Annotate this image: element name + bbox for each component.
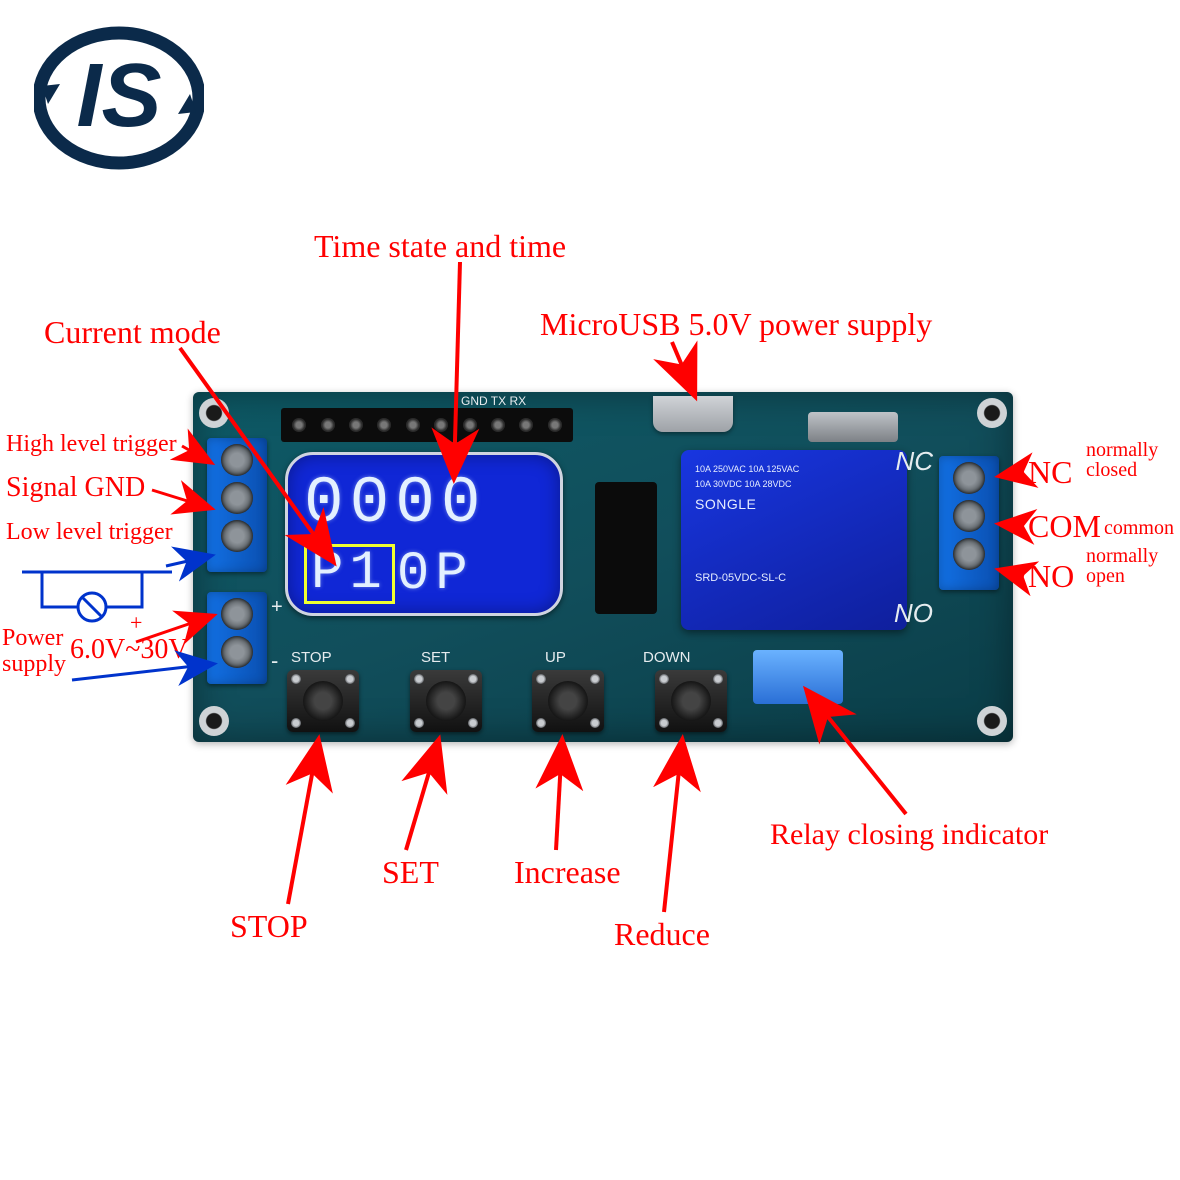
annot-voltage: 6.0V~30V: [70, 636, 189, 664]
mount-hole: [977, 706, 1007, 736]
mount-hole: [199, 706, 229, 736]
annot-high-trigger: High level trigger: [6, 432, 177, 456]
silk-stop: STOP: [291, 649, 332, 666]
annot-signal-gnd: Signal GND: [6, 474, 145, 502]
silk-no: NO: [894, 598, 933, 629]
stop-button[interactable]: [287, 670, 359, 732]
terminal-power: [207, 592, 267, 684]
relay-led-indicator: [753, 650, 843, 704]
silk-set: SET: [421, 649, 450, 666]
relay-brand: SONGLE: [695, 496, 899, 512]
silk-down: DOWN: [643, 649, 691, 666]
up-button[interactable]: [532, 670, 604, 732]
lcd-time-value: 0000: [304, 466, 486, 541]
silk-plus: +: [271, 596, 283, 619]
mount-hole: [199, 398, 229, 428]
silk-up: UP: [545, 649, 566, 666]
pcb-board: GND TX RX 0000 P1 0P 10A 250VAC 10A 125V…: [193, 392, 1013, 742]
mount-hole: [977, 398, 1007, 428]
lcd-display: 0000 P1 0P: [285, 452, 563, 616]
annot-com: COM: [1028, 510, 1101, 542]
annot-reduce: Reduce: [614, 918, 710, 950]
annot-relay-ind: Relay closing indicator: [770, 820, 1048, 850]
relay-spec-1: 10A 250VAC 10A 125VAC: [695, 464, 899, 475]
header-silk-label: GND TX RX: [461, 394, 526, 408]
brand-logo: IS: [34, 26, 204, 171]
annot-no-sub: normally open: [1086, 546, 1158, 586]
relay-component: 10A 250VAC 10A 125VAC 10A 30VDC 10A 28VD…: [681, 450, 907, 630]
annot-stop: STOP: [230, 910, 308, 942]
relay-spec-2: 10A 30VDC 10A 28VDC: [695, 479, 899, 490]
lcd-rest-value: 0P: [397, 544, 474, 605]
annot-current-mode: Current mode: [44, 316, 221, 348]
annot-increase: Increase: [514, 856, 621, 888]
annot-low-trigger: Low level trigger: [6, 520, 173, 544]
micro-usb-port: [653, 396, 733, 432]
relay-model: SRD-05VDC-SL-C: [695, 572, 899, 585]
terminal-signal: [207, 438, 267, 572]
annot-power1: Power: [2, 626, 63, 650]
annot-nc: NC: [1028, 456, 1072, 488]
annot-nc-sub: normally closed: [1086, 440, 1158, 480]
silk-nc: NC: [895, 446, 933, 477]
annot-com-sub: common: [1104, 518, 1174, 538]
down-button[interactable]: [655, 670, 727, 732]
annot-power2: supply: [2, 652, 66, 676]
svg-text:+: +: [130, 610, 142, 635]
annot-no: NO: [1028, 560, 1074, 592]
terminal-output: [939, 456, 999, 590]
button-row: [287, 670, 727, 732]
set-button[interactable]: [410, 670, 482, 732]
silk-minus: -: [271, 648, 278, 674]
mcu-chip: [595, 482, 657, 614]
lcd-mode-value: P1: [311, 543, 388, 604]
pin-header: [281, 408, 573, 442]
side-switch: [808, 412, 898, 442]
annot-microusb: MicroUSB 5.0V power supply: [540, 308, 932, 340]
annot-set: SET: [382, 856, 439, 888]
annot-time-state: Time state and time: [314, 230, 566, 262]
svg-text:IS: IS: [76, 46, 161, 146]
